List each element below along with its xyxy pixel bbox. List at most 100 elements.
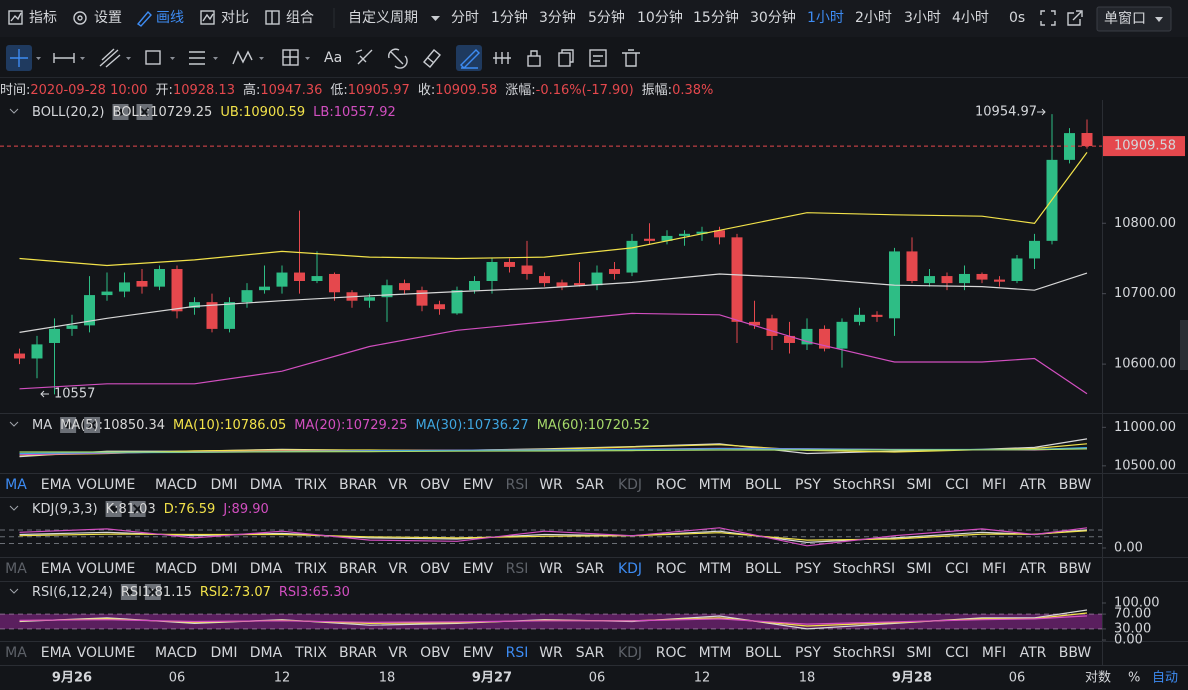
period[interactable]: 15分钟 xyxy=(693,9,739,26)
indicator-tab[interactable]: SMI xyxy=(906,477,931,493)
indicator-tab[interactable]: CCI xyxy=(945,477,969,493)
wave-tool[interactable] xyxy=(232,50,264,65)
indicator-tab[interactable]: MACD xyxy=(155,645,197,661)
indicator-tab[interactable]: RSI xyxy=(506,645,529,661)
window-dropdown[interactable]: 单窗口 xyxy=(1096,6,1172,32)
collapse-chevron[interactable] xyxy=(9,588,19,594)
period[interactable]: 0s xyxy=(1009,10,1025,26)
indicator-tab[interactable]: CCI xyxy=(945,561,969,577)
shape-tool[interactable] xyxy=(145,50,175,65)
indicator-tab[interactable]: WR xyxy=(539,477,563,493)
period[interactable]: 5分钟 xyxy=(588,9,625,26)
indicator-tab[interactable]: MA xyxy=(5,645,27,661)
indicator-tab[interactable]: MACD xyxy=(155,477,197,493)
period[interactable]: 4小时 xyxy=(952,10,989,26)
popout-button[interactable] xyxy=(1067,10,1083,26)
indicator-tab[interactable]: DMA xyxy=(250,477,283,493)
indicator-tab[interactable]: SAR xyxy=(576,561,605,577)
indicator-tab[interactable]: PSY xyxy=(795,477,821,493)
indicator-tab[interactable]: OBV xyxy=(420,645,450,661)
indicator-tab[interactable]: EMV xyxy=(463,477,494,493)
indicator-tab[interactable]: ROC xyxy=(656,561,687,577)
indicator-tab[interactable]: RSI xyxy=(506,477,529,493)
indicator-tab[interactable]: KDJ xyxy=(618,561,642,577)
indicator-tab[interactable]: CCI xyxy=(945,645,969,661)
indicator-tab[interactable]: BRAR xyxy=(339,645,377,661)
period[interactable]: 3分钟 xyxy=(539,9,576,26)
template-tool[interactable] xyxy=(589,49,607,67)
period-active[interactable]: 1小时 xyxy=(807,10,844,26)
indicator-tab[interactable]: OBV xyxy=(420,561,450,577)
indicator-tab[interactable]: PSY xyxy=(795,561,821,577)
indicator-tab[interactable]: SAR xyxy=(576,477,605,493)
fullscreen-button[interactable] xyxy=(1040,10,1056,26)
indicator-tab[interactable]: EMA xyxy=(41,561,72,577)
auto-toggle[interactable]: 自动 xyxy=(1152,671,1178,686)
crosshair-tool[interactable] xyxy=(6,45,41,71)
indicator-tab[interactable]: BBW xyxy=(1059,561,1092,577)
channel-tool[interactable] xyxy=(99,48,131,68)
indicator-tab[interactable]: DMI xyxy=(211,477,238,493)
indicator-tab[interactable]: OBV xyxy=(420,477,450,493)
collapse-chevron[interactable] xyxy=(9,421,19,427)
indicator-tab[interactable]: BOLL xyxy=(745,561,781,577)
log-toggle[interactable]: 对数 xyxy=(1085,671,1111,686)
indicator-tab[interactable]: MFI xyxy=(982,561,1006,577)
period[interactable]: 1分钟 xyxy=(491,9,528,26)
layout-button[interactable]: 组合 xyxy=(265,10,314,26)
text-tool[interactable]: Aa xyxy=(324,50,342,66)
settings-button[interactable]: 设置 xyxy=(73,10,122,26)
measure-tool[interactable] xyxy=(493,52,511,64)
indicator-tab[interactable]: ROC xyxy=(656,477,687,493)
panel-resize-handle[interactable] xyxy=(1180,320,1188,370)
draw-button[interactable]: 画线 xyxy=(136,10,184,27)
indicator-tab[interactable]: TRIX xyxy=(294,477,327,493)
percent-toggle[interactable]: % xyxy=(1128,671,1140,686)
indicator-tab[interactable]: DMI xyxy=(211,561,238,577)
indicator-tab[interactable]: VOLUME xyxy=(77,477,136,493)
indicator-tab[interactable]: VR xyxy=(388,645,408,661)
indicator-tab[interactable]: MTM xyxy=(699,477,732,493)
indicator-tab[interactable]: RSI xyxy=(506,561,529,577)
line-tool[interactable] xyxy=(53,53,85,63)
indicator-tab[interactable]: DMA xyxy=(250,561,283,577)
period[interactable]: 分时 xyxy=(451,10,479,26)
indicator-tab[interactable]: EMA xyxy=(41,477,72,493)
indicator-tab[interactable]: ATR xyxy=(1020,561,1047,577)
indicator-tab[interactable]: EMV xyxy=(463,645,494,661)
indicator-tab[interactable]: ATR xyxy=(1020,645,1047,661)
indicator-tab[interactable]: MFI xyxy=(982,477,1006,493)
indicator-tab[interactable]: MFI xyxy=(982,645,1006,661)
indicator-tab[interactable]: BBW xyxy=(1059,645,1092,661)
custom-period-dropdown[interactable]: 自定义周期 xyxy=(348,10,440,26)
collapse-chevron[interactable] xyxy=(9,108,19,114)
indicator-tab[interactable]: WR xyxy=(539,561,563,577)
period[interactable]: 10分钟 xyxy=(637,9,683,26)
indicator-tab[interactable]: MA xyxy=(5,561,27,577)
indicator-tab[interactable]: BOLL xyxy=(745,477,781,493)
indicator-tab[interactable]: MACD xyxy=(155,561,197,577)
indicator-tab[interactable]: EMV xyxy=(463,561,494,577)
indicator-tab[interactable]: KDJ xyxy=(618,477,642,493)
grid-tool[interactable] xyxy=(282,49,310,66)
period[interactable]: 2小时 xyxy=(855,10,892,26)
period[interactable]: 30分钟 xyxy=(750,9,796,26)
copy-tool[interactable] xyxy=(558,49,574,67)
indicator-tab[interactable]: VOLUME xyxy=(77,645,136,661)
eraser-tool[interactable] xyxy=(423,49,441,68)
indicator-button[interactable]: 指标 xyxy=(8,10,57,26)
indicator-tab[interactable]: StochRSI xyxy=(833,477,895,493)
indicator-tab[interactable]: BRAR xyxy=(339,561,377,577)
indicator-tab[interactable]: BRAR xyxy=(339,477,377,493)
indicator-tab[interactable]: TRIX xyxy=(294,561,327,577)
indicator-tab[interactable]: MTM xyxy=(699,561,732,577)
magnet-tool[interactable] xyxy=(388,48,408,69)
indicator-tab[interactable]: PSY xyxy=(795,645,821,661)
indicator-tab[interactable]: MA xyxy=(5,477,27,493)
indicator-tab[interactable]: DMA xyxy=(250,645,283,661)
indicator-tab[interactable]: EMA xyxy=(41,645,72,661)
fib-tool[interactable] xyxy=(189,51,218,65)
indicator-tab[interactable]: SMI xyxy=(906,561,931,577)
indicator-tab[interactable]: WR xyxy=(539,645,563,661)
lock-tool[interactable] xyxy=(527,50,541,67)
